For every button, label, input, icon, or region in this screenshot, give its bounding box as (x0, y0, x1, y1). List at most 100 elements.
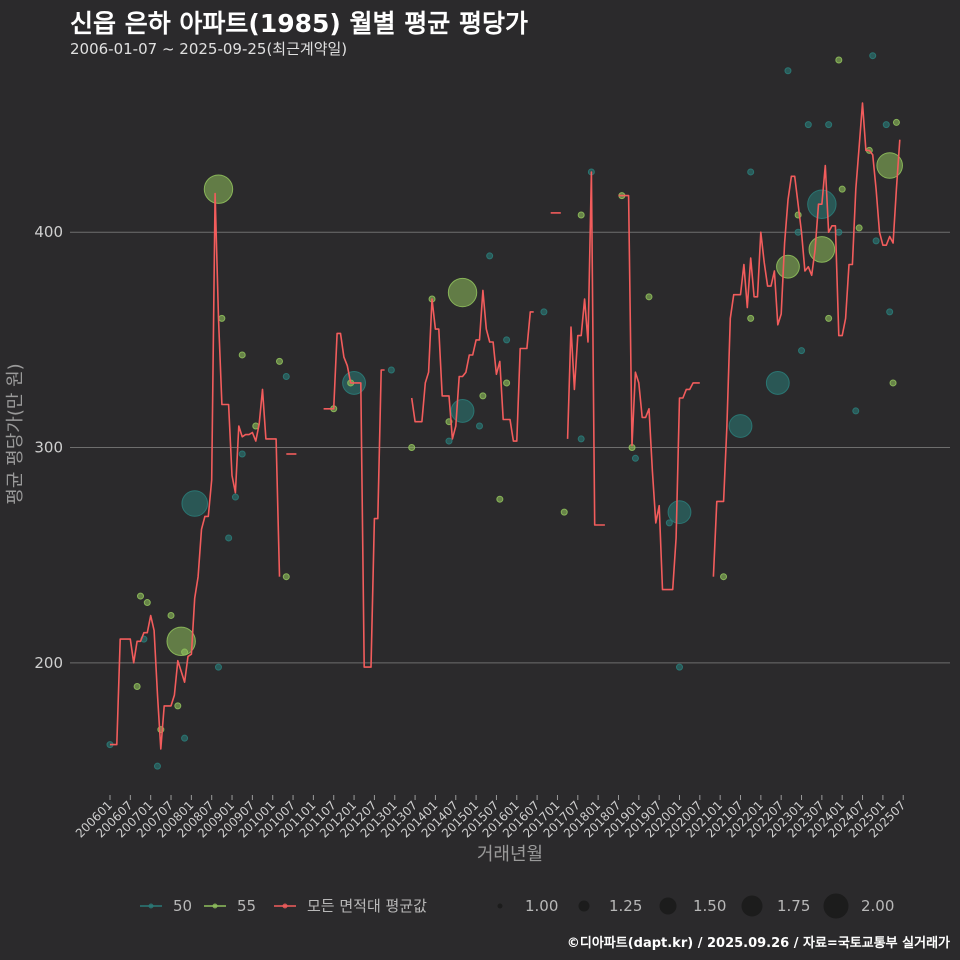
scatter-point-55 (720, 573, 728, 581)
scatter-point-50 (852, 407, 860, 415)
scatter-point-50 (540, 308, 548, 316)
scatter-point-55 (776, 254, 800, 279)
legend-size-label: 1.00 (525, 897, 558, 915)
x-axis-label: 거래년월 (477, 844, 543, 865)
scatter-point-55 (238, 351, 246, 359)
scatter-point-50 (225, 534, 233, 542)
scatter-point-50 (238, 450, 246, 458)
average-line-segment (410, 289, 534, 442)
scatter-point-50 (798, 347, 806, 355)
legend-size-circle (578, 900, 590, 912)
scatter-point-50 (181, 734, 189, 742)
scatter-point-55 (408, 444, 416, 452)
scatter-point-55 (218, 314, 226, 322)
scatter-point-55 (143, 599, 151, 607)
scatter-point-50 (475, 422, 483, 430)
legend-label: 50 (173, 897, 192, 915)
grid-layer (70, 231, 950, 664)
chart-title: 신읍 은하 아파트(1985) 월별 평균 평당가 (70, 9, 528, 38)
legend-label: 55 (237, 897, 256, 915)
scatter-point-50 (445, 437, 453, 445)
scatter-point-50 (486, 252, 494, 260)
scatter-point-55 (889, 379, 897, 387)
scatter-point-50 (631, 454, 639, 462)
y-tick-label: 400 (34, 223, 63, 241)
scatter-point-55 (174, 702, 182, 710)
scatter-point-55 (825, 314, 833, 322)
line-layer (110, 102, 901, 750)
legend-size-circle (497, 903, 503, 909)
scatter-point-50 (872, 237, 880, 245)
scatter-point-50 (577, 435, 585, 443)
y-tick-label: 200 (34, 654, 63, 672)
average-line-segment (712, 102, 901, 577)
scatter-point-55 (133, 683, 141, 691)
scatter-point-55 (496, 495, 504, 503)
average-line-segment (618, 194, 700, 591)
legend-size-circle (741, 895, 763, 917)
scatter-point-50 (804, 121, 812, 129)
scatter-point-50 (835, 228, 843, 236)
scatter-point-55 (167, 611, 175, 619)
scatter-point-50 (728, 414, 753, 438)
x-ticks: 2006012006072007012007072008012008072009… (73, 795, 908, 841)
scatter-point-50 (882, 121, 890, 129)
scatter-point-55 (808, 236, 836, 263)
scatter-point-55 (835, 56, 843, 64)
source-caption: ©디아파트(dapt.kr) / 2025.09.26 / 자료=국토교통부 실… (566, 936, 950, 951)
scatter-point-55 (503, 379, 511, 387)
scatter-point-50 (231, 493, 239, 501)
scatter-point-55 (645, 293, 653, 301)
scatter-point-50 (181, 490, 209, 517)
scatter-point-55 (181, 648, 189, 656)
average-line-segment (110, 192, 281, 750)
scatter-point-50 (665, 519, 673, 527)
scatter-point-55 (855, 224, 863, 232)
scatter-point-50 (450, 399, 475, 423)
scatter-point-55 (275, 357, 283, 365)
legend-size-label: 2.00 (861, 897, 894, 915)
scatter-point-50 (794, 228, 802, 236)
scatter-point-50 (675, 663, 683, 671)
legend-size-circle (823, 893, 849, 919)
scatter-point-55 (203, 174, 234, 204)
y-tick-label: 300 (34, 439, 63, 457)
scatter-point-55 (137, 592, 145, 600)
scatter-point-55 (479, 392, 487, 400)
scatter-point-55 (892, 118, 900, 126)
y-axis-label: 평균 평당가(만 원) (5, 363, 26, 504)
scatter-point-55 (282, 573, 290, 581)
legend-size-label: 1.25 (609, 897, 642, 915)
scatter-point-55 (747, 314, 755, 322)
legend-size-label: 1.75 (777, 897, 810, 915)
scatter-point-50 (282, 372, 290, 380)
legend-size-circle (659, 897, 677, 915)
scatter-point-50 (869, 52, 877, 60)
scatter-point-50 (784, 67, 792, 75)
legend-key-dot (282, 903, 288, 909)
scatter-point-50 (153, 762, 161, 770)
legend: 50 55 모든 면적대 평균값 1.00 1.25 1.50 1.75 2.00 (140, 893, 894, 919)
scatter-point-55 (166, 626, 196, 656)
scatter-point-50 (387, 366, 395, 374)
legend-key-dot (148, 903, 154, 909)
scatter-point-55 (560, 508, 568, 516)
y-ticks: 200 300 400 (34, 223, 63, 672)
legend-size-label: 1.50 (693, 897, 726, 915)
scatter-point-50 (503, 336, 511, 344)
scatter-point-55 (876, 152, 903, 179)
scatter-point-55 (447, 277, 478, 308)
scatter-point-50 (886, 308, 894, 316)
scatter-point-50 (667, 500, 692, 525)
scatter-point-50 (747, 168, 755, 176)
scatter-layer (106, 52, 903, 770)
scatter-point-50 (214, 663, 222, 671)
scatter-point-55 (838, 185, 846, 193)
average-line-segment (566, 171, 605, 526)
chart-subtitle: 2006-01-07 ~ 2025-09-25(최근계약일) (70, 40, 348, 58)
scatter-point-55 (577, 211, 585, 219)
legend-label: 모든 면적대 평균값 (307, 897, 427, 915)
scatter-point-50 (825, 121, 833, 129)
legend-key-dot (212, 903, 218, 909)
